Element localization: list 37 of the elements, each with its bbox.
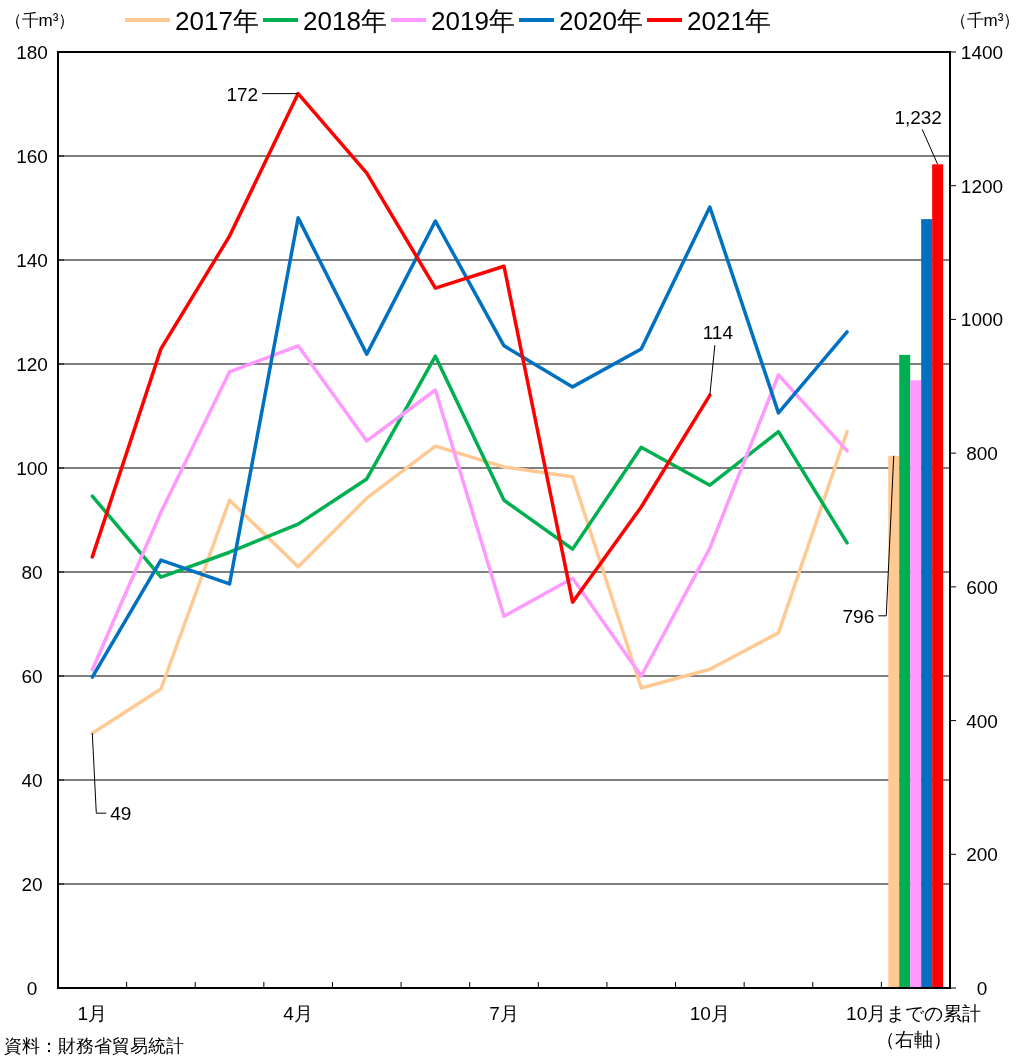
- data-label: 114: [702, 322, 734, 344]
- legend-label: 2019年: [431, 6, 515, 36]
- y-axis-title: （千m³）: [4, 11, 76, 30]
- y-tick-label: 80: [21, 562, 43, 583]
- y2-axis-title: （千m³）: [949, 11, 1017, 30]
- legend-label: 2021年: [687, 6, 771, 36]
- data-label: 172: [226, 83, 259, 105]
- data-label: 796: [842, 605, 875, 627]
- y-tick-label: 180: [16, 42, 48, 63]
- data-label: 1,232: [894, 107, 942, 129]
- y2-tick-label: 0: [976, 978, 988, 999]
- y-tick-label: 100: [16, 458, 48, 479]
- x-tick-label: 10月までの累計（右軸）: [846, 1003, 982, 1050]
- y-tick-label: 20: [21, 874, 43, 895]
- y2-tick-label: 400: [966, 710, 998, 732]
- y2-tick-label: 600: [966, 576, 998, 598]
- line-series: [90, 354, 849, 579]
- y-tick-label: 40: [21, 770, 43, 791]
- text: 資料：財務省貿易統計: [4, 1036, 184, 1056]
- x-tick-label: 1月: [77, 1003, 108, 1024]
- y2-tick-label: 800: [966, 443, 998, 465]
- y2-tick-label: 1200: [960, 175, 1004, 197]
- data-label: 49: [110, 803, 132, 825]
- y-tick-label: 120: [16, 354, 48, 375]
- y2-tick-label: 1400: [960, 42, 1004, 63]
- x-tick-label: 10月: [689, 1003, 730, 1024]
- legend-label: 2018年: [303, 6, 387, 36]
- y-tick-label: 160: [16, 146, 48, 167]
- y-tick-label: 140: [16, 250, 48, 271]
- y-tick-label: 0: [26, 978, 38, 999]
- x-tick-label: 7月: [489, 1003, 519, 1024]
- legend-label: 2017年: [175, 6, 259, 36]
- y2-tick-label: 1000: [960, 309, 1004, 331]
- y2-tick-label: 200: [966, 844, 998, 866]
- x-tick-label: 4月: [283, 1003, 313, 1024]
- legend-label: 2020年: [559, 6, 643, 36]
- y-tick-label: 60: [21, 666, 43, 687]
